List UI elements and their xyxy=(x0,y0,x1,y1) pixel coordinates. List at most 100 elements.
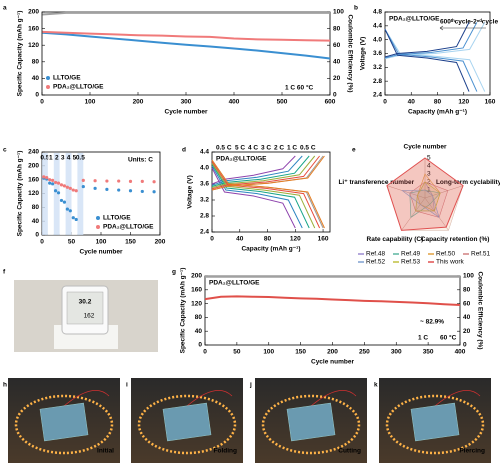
annotation: 1 C xyxy=(418,335,428,342)
discharge-curve xyxy=(384,29,486,92)
radar-tick-label: 3 xyxy=(427,171,431,178)
y-tick-label: 40 xyxy=(195,328,203,335)
radar-axis xyxy=(424,197,449,231)
legend-label: This work xyxy=(436,259,465,266)
legend-label: LLTO/GE xyxy=(53,75,81,82)
wire xyxy=(186,389,233,407)
x-tick-label: 100 xyxy=(85,99,96,106)
panel-letter: j xyxy=(249,382,252,389)
point xyxy=(128,189,133,193)
point xyxy=(51,178,55,182)
discharge-curve xyxy=(211,159,325,229)
discharge-curve xyxy=(211,163,310,229)
panel-letter: k xyxy=(374,382,378,389)
x-tick-label: 500 xyxy=(277,99,288,106)
legend-label: Ref.49 xyxy=(401,251,421,258)
x-axis-title: Capacity (mAh g⁻¹) xyxy=(408,109,467,116)
radar-axis xyxy=(386,185,426,199)
radar-tick-label: 4 xyxy=(427,163,431,170)
y-tick-label: 2.8 xyxy=(200,213,209,220)
x-tick-label: 350 xyxy=(423,349,434,356)
rate-label: 2 C xyxy=(274,145,284,152)
y2-tick-label: 100 xyxy=(463,273,474,280)
charge-curve xyxy=(211,155,316,189)
x-tick-label: 80 xyxy=(434,99,442,106)
y2-tick-label: 0 xyxy=(333,92,337,99)
y-tick-label: 200 xyxy=(28,163,39,170)
legend-label: Ref.51 xyxy=(471,251,491,258)
legend-marker xyxy=(96,225,100,229)
discharge-curve xyxy=(384,29,478,92)
series-line xyxy=(42,30,331,42)
radar-axis xyxy=(424,185,464,199)
x-tick-label: 0 xyxy=(40,99,44,106)
plot-frame xyxy=(211,151,331,233)
x-tick-label: 150 xyxy=(295,349,306,356)
led-strip xyxy=(14,394,114,455)
panel-letter: b xyxy=(354,5,358,12)
y-tick-label: 120 xyxy=(28,190,39,197)
y-tick-label: 3.2 xyxy=(200,197,209,204)
x-tick-label: 80 xyxy=(264,236,272,243)
point xyxy=(140,189,144,194)
point xyxy=(62,200,67,204)
rate-region xyxy=(53,153,60,235)
y2-tick-label: 20 xyxy=(333,75,341,82)
point xyxy=(65,185,69,189)
y-tick-label: 40 xyxy=(32,75,40,82)
y2-tick-label: 100 xyxy=(333,9,344,16)
x-tick-label: 160 xyxy=(485,99,496,106)
panel-letter: h xyxy=(3,382,7,389)
y-tick-label: 80 xyxy=(32,59,40,66)
y-tick-label: 2.4 xyxy=(373,92,382,99)
point xyxy=(62,184,67,188)
charge-curve xyxy=(384,22,478,59)
y2-tick-label: 40 xyxy=(463,314,471,321)
point xyxy=(53,189,58,193)
panel-title: PDA₂@LLTO/GE xyxy=(209,280,260,287)
y-tick-label: 240 xyxy=(28,149,39,156)
point xyxy=(56,191,61,195)
y-tick-label: 4.4 xyxy=(373,23,382,30)
rate-label: 0.5 C xyxy=(300,145,316,152)
radar-axis-label: Rate capability (C) xyxy=(367,236,424,243)
y-tick-label: 0 xyxy=(35,232,39,239)
x-tick-label: 200 xyxy=(133,99,144,106)
battery-sheet xyxy=(410,402,460,442)
x-tick-label: 400 xyxy=(229,99,240,106)
y-tick-label: 40 xyxy=(32,218,40,225)
discharge-curve xyxy=(211,161,321,229)
y2-axis-title: Coulombic Efficiency (%) xyxy=(476,271,483,349)
x-axis-title: Cycle number xyxy=(165,109,208,116)
y-tick-label: 160 xyxy=(28,25,39,32)
charge-curve xyxy=(211,155,325,191)
x-axis-title: Cycle number xyxy=(80,249,123,256)
x-tick-label: 400 xyxy=(455,349,466,356)
legend-label: LLTO/GE xyxy=(103,215,131,222)
charge-curve xyxy=(384,22,486,60)
point xyxy=(152,190,156,194)
y2-tick-label: 0 xyxy=(463,342,467,349)
rate-label: 3 C xyxy=(261,145,271,152)
x-tick-label: 200 xyxy=(327,349,338,356)
annotation: ~ 82.9% xyxy=(420,319,444,326)
y2-tick-label: 80 xyxy=(463,287,471,294)
y-tick-label: 160 xyxy=(191,287,202,294)
point xyxy=(81,184,85,189)
y-tick-label: 3.6 xyxy=(373,50,382,57)
annotation: Units: C xyxy=(128,157,153,164)
legend-marker xyxy=(46,76,50,80)
point xyxy=(81,178,85,182)
led-strip xyxy=(137,394,237,455)
y-tick-label: 2.4 xyxy=(200,229,209,236)
y-tick-label: 4.0 xyxy=(200,165,209,172)
x-tick-label: 50 xyxy=(68,239,76,246)
y-tick-label: 120 xyxy=(191,300,202,307)
battery-sheet xyxy=(286,402,336,442)
rate-region xyxy=(59,153,66,235)
y2-tick-label: 80 xyxy=(333,25,341,32)
point xyxy=(42,175,46,179)
rate-label: 1 xyxy=(49,155,53,162)
point xyxy=(68,209,72,213)
plot-frame xyxy=(384,11,491,96)
